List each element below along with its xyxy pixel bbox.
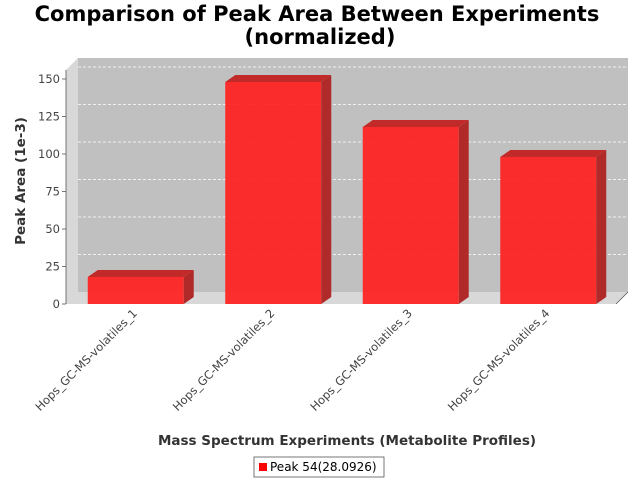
y-tick-label: 75 — [45, 185, 60, 199]
legend-swatch — [259, 463, 267, 471]
x-tick-label: Hops_GC-MS-volatiles_3 — [307, 306, 414, 413]
bar-top — [225, 75, 332, 82]
y-tick-label: 125 — [38, 110, 60, 124]
bar-side — [596, 150, 607, 304]
y-tick-label: 150 — [38, 72, 60, 86]
plot-floor-edge — [615, 291, 629, 305]
x-axis-categories: Hops_GC-MS-volatiles_1 Hops_GC-MS-volatil… — [32, 306, 552, 413]
legend: Peak 54(28.0926) — [253, 456, 385, 478]
bar-side — [321, 75, 332, 304]
bar-front — [225, 82, 322, 304]
x-axis-label: Mass Spectrum Experiments (Metabolite Pr… — [158, 433, 536, 449]
chart-subtitle: (normalized) — [245, 25, 396, 49]
x-tick-label: Hops_GC-MS-volatiles_2 — [170, 306, 277, 413]
bar-front — [500, 157, 597, 304]
x-tick-label: Hops_GC-MS-volatiles_4 — [445, 306, 552, 413]
bar-side — [183, 270, 194, 304]
y-tick-label: 0 — [53, 297, 60, 311]
y-tick-label: 50 — [45, 222, 60, 236]
bar — [362, 120, 469, 304]
y-tick-label: 25 — [45, 260, 60, 274]
x-tick-label: Hops_GC-MS-volatiles_1 — [32, 306, 139, 413]
bars — [87, 75, 607, 304]
gridlines — [78, 66, 628, 255]
y-axis-label: Peak Area (1e-3) — [13, 117, 29, 245]
bar-top — [500, 150, 607, 157]
bar-top — [87, 270, 194, 277]
bar-front — [87, 277, 184, 304]
legend-box — [253, 456, 385, 478]
plot-floor — [66, 292, 628, 304]
plot-left-wall — [66, 58, 78, 304]
bar-top — [362, 120, 469, 127]
bar — [500, 150, 607, 304]
bar — [225, 75, 332, 304]
legend-entry: Peak 54(28.0926) — [270, 460, 377, 474]
bar-side — [458, 120, 469, 304]
chart-title: Comparison of Peak Area Between Experime… — [35, 2, 600, 26]
bar-front — [362, 127, 459, 304]
bar — [87, 270, 194, 304]
y-tick-label: 100 — [38, 147, 60, 161]
y-axis: 0 25 50 75 100 125 150 — [38, 70, 67, 311]
